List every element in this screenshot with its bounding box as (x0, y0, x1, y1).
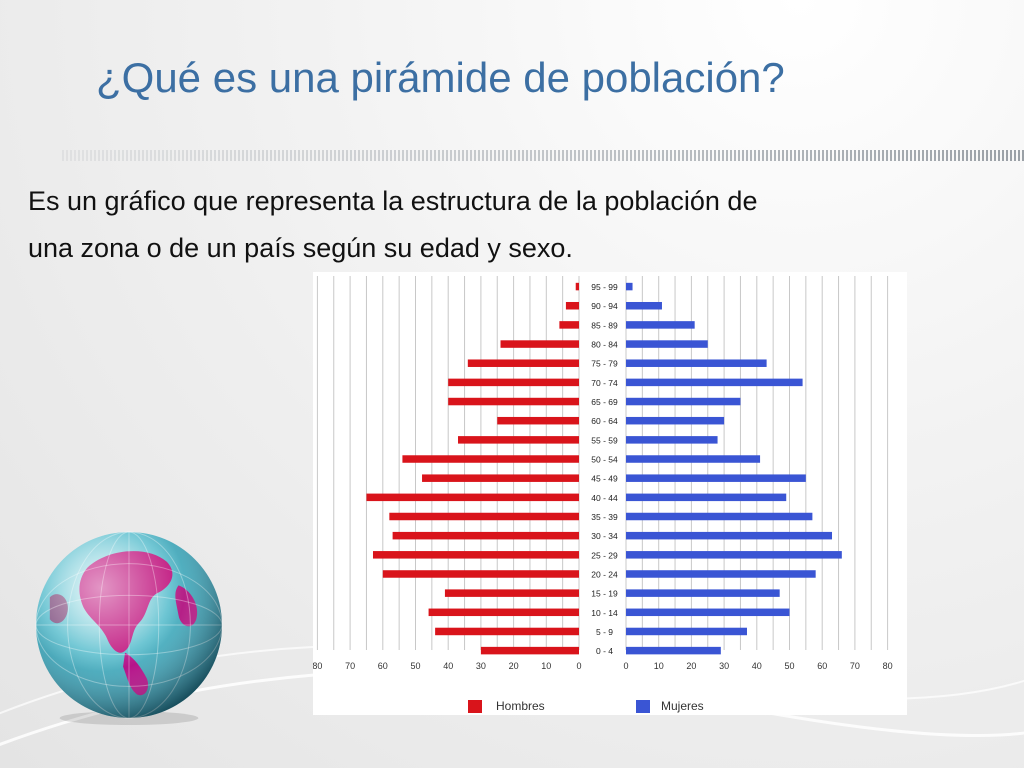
x-tick-label-left: 80 (313, 661, 322, 671)
age-group-label: 30 - 34 (591, 531, 618, 541)
age-group-label: 95 - 99 (591, 282, 618, 292)
age-group-label: 35 - 39 (591, 512, 618, 522)
age-group-label: 65 - 69 (591, 397, 618, 407)
legend-label-mujeres: Mujeres (661, 699, 704, 713)
age-group-label: 45 - 49 (591, 474, 618, 484)
bar-mujeres (626, 455, 761, 463)
age-group-label: 60 - 64 (591, 416, 618, 426)
bar-hombres (444, 589, 579, 597)
bar-hombres (480, 646, 579, 655)
bar-hombres (500, 340, 579, 348)
bar-mujeres (626, 589, 780, 597)
bar-hombres (428, 608, 579, 617)
x-tick-label-right: 70 (850, 661, 860, 671)
bar-hombres (467, 359, 579, 367)
age-group-label: 20 - 24 (591, 569, 618, 579)
x-tick-label-left: 40 (443, 661, 453, 671)
bar-mujeres (626, 359, 767, 367)
slide-body: Es un gráfico que representa la estructu… (28, 178, 1008, 272)
bar-hombres (372, 551, 579, 559)
bar-mujeres (626, 340, 708, 348)
body-line-1: Es un gráfico que representa la estructu… (28, 186, 758, 216)
pyramid-svg: 0 - 4 5 - 9 10 - 14 15 - 19 20 - 24 25 - 29 30… (313, 276, 893, 713)
x-tick-label-right: 60 (817, 661, 827, 671)
bar-hombres (559, 321, 579, 329)
age-group-label: 75 - 79 (591, 359, 618, 369)
x-tick-label-right: 40 (752, 661, 762, 671)
bar-mujeres (626, 646, 721, 655)
bar-hombres (458, 436, 579, 444)
x-tick-label-left: 60 (378, 661, 388, 671)
age-group-label: 80 - 84 (591, 340, 618, 350)
bar-mujeres (626, 627, 747, 636)
legend-swatch-hombres (468, 700, 482, 713)
x-tick-label-right: 0 (623, 661, 628, 671)
bar-mujeres (626, 282, 633, 291)
legend-label-hombres: Hombres (496, 699, 545, 713)
age-group-label: 50 - 54 (591, 455, 618, 465)
age-group-label: 85 - 89 (591, 320, 618, 330)
bar-hombres (392, 531, 579, 540)
bar-hombres (497, 416, 579, 425)
x-tick-label-left: 70 (345, 661, 355, 671)
x-tick-label-left: 20 (509, 661, 519, 671)
age-group-label: 25 - 29 (591, 550, 618, 560)
bar-hombres (402, 455, 579, 463)
age-group-label: 5 - 9 (596, 627, 613, 637)
bar-mujeres (626, 301, 662, 310)
bar-mujeres (626, 378, 803, 387)
bar-mujeres (626, 397, 741, 406)
bar-mujeres (626, 474, 806, 482)
bar-mujeres (626, 512, 813, 521)
bar-hombres (435, 627, 579, 636)
age-group-label: 40 - 44 (591, 493, 618, 503)
bar-hombres (575, 282, 579, 291)
bar-hombres (382, 570, 579, 578)
x-tick-label-left: 0 (576, 661, 581, 671)
globe-icon (35, 531, 223, 726)
age-group-label: 90 - 94 (591, 301, 618, 311)
bar-mujeres (626, 416, 725, 425)
bar-hombres (448, 397, 579, 406)
dotted-divider (62, 150, 1024, 161)
bar-hombres (448, 378, 579, 387)
bar-hombres (422, 474, 579, 482)
body-line-2: una zona o de un país según su edad y se… (28, 233, 573, 263)
bar-hombres (565, 301, 579, 310)
x-tick-label-right: 20 (686, 661, 696, 671)
legend-swatch-mujeres (636, 700, 650, 713)
bar-mujeres (626, 531, 833, 540)
bar-mujeres (626, 570, 816, 578)
age-group-label: 55 - 59 (591, 435, 618, 445)
bar-mujeres (626, 608, 790, 617)
bar-mujeres (626, 493, 787, 502)
x-tick-label-left: 50 (410, 661, 420, 671)
population-pyramid-chart: 0 - 4 5 - 9 10 - 14 15 - 19 20 - 24 25 - 29 30… (313, 272, 907, 715)
x-tick-label-right: 30 (719, 661, 729, 671)
x-tick-label-right: 50 (784, 661, 794, 671)
x-tick-label-right: 80 (883, 661, 893, 671)
age-group-label: 15 - 19 (591, 589, 618, 599)
x-tick-label-right: 10 (654, 661, 664, 671)
bar-mujeres (626, 551, 842, 559)
bar-mujeres (626, 436, 718, 444)
bar-mujeres (626, 321, 695, 329)
slide-title: ¿Qué es una pirámide de población? (96, 54, 785, 101)
bar-hombres (389, 512, 579, 521)
bar-hombres (366, 493, 579, 502)
x-tick-label-left: 30 (476, 661, 486, 671)
age-group-label: 10 - 14 (591, 608, 618, 618)
age-group-label: 70 - 74 (591, 378, 618, 388)
x-tick-label-left: 10 (541, 661, 551, 671)
age-group-label: 0 - 4 (596, 646, 613, 656)
